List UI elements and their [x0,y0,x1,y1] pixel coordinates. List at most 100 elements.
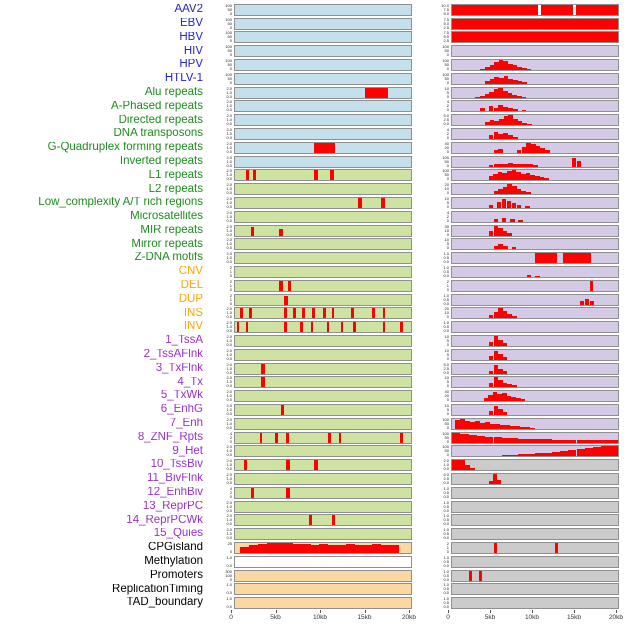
track-panel-right [451,321,619,334]
track-label: 14_ReprPCWk [126,514,203,526]
signal-bar [521,146,527,153]
y-axis-ticks-right: 1.0 0.5 0.0 [412,294,451,306]
signal-bar [497,172,503,181]
y-tick-label: 1.0 [226,213,232,219]
signal-bar [468,570,472,581]
signal-bar [593,440,602,443]
y-tick-label: 0.0 [443,535,449,541]
signal-bar [266,542,276,553]
signal-bar [535,453,544,457]
track-panel-right [451,155,619,168]
y-tick-label: 5 [446,89,449,95]
signal-bar [518,164,524,167]
y-tick-label: 50 [227,6,232,12]
signal-bar [522,122,528,126]
signal-bar [568,450,577,457]
track-panel-right [451,72,619,85]
signal-bar [584,298,590,305]
signal-bar [531,143,536,153]
y-tick-label: 20 [444,183,449,188]
track-label: INV [183,321,203,333]
signal-bar [250,226,255,236]
signal-bar [526,275,532,278]
signal-bar [526,453,535,457]
track-row: 3_TxFlnk 2.0 1.0 0.0 5.0 2.5 0.0 [0,362,630,376]
track-row: 11_BivFlnk 2.0 1.0 0.0 5.0 2.5 0.0 [0,472,630,486]
signal-bar [513,119,518,126]
y-tick-label: 0.0 [226,383,232,389]
signal-bar [498,148,504,153]
signal-bar [535,145,541,153]
y-tick-label: 10 [444,310,449,316]
signal-bar [516,204,522,209]
signal-bar [530,175,535,181]
signal-bar [571,157,577,167]
y-tick-label: 1.0 [443,293,449,298]
signal-bar [496,479,501,484]
y-tick-label: 2.5 [443,38,449,44]
signal-bar [589,280,594,291]
y-tick-label: 10 [444,238,449,243]
y-tick-label: 2.0 [226,224,232,229]
y-tick-label: 1.0 [226,227,232,233]
signal-bar [543,452,552,457]
y-tick-label: 0.0 [226,369,232,375]
y-axis-ticks-right: 40 20 0 [412,142,451,154]
signal-bar [518,438,527,443]
signal-bar [493,88,499,98]
signal-bar [516,149,522,153]
track-panel-right [451,541,619,554]
signal-bar [522,67,527,71]
y-tick-label: 5 [446,338,449,344]
y-tick-label: 50 [227,75,232,81]
signal-bar [452,460,459,471]
track-row: 14_ReprPCWk 2.0 1.0 0.0 1.0 0.5 0.0 [0,513,630,527]
signal-bar [508,78,514,84]
track-label: G-Quadruplex forming repeats [47,142,203,154]
signal-bar [515,426,521,429]
y-axis-ticks-right: 10 5 0 [412,238,451,250]
y-tick-label: 1 [229,269,232,275]
signal-bar [511,170,517,181]
track-panel-right [451,445,619,458]
y-tick-label: 10.0 [441,3,449,8]
y-tick-label: 1.0 [226,200,232,206]
y-axis-ticks-left: 1.0 0.0 [206,597,234,609]
y-tick-label: 0 [229,286,232,292]
signal-bar [314,142,336,153]
y-tick-label: 50 [444,62,449,68]
y-axis-ticks-left: 2.0 1.0 0.0 [206,225,234,237]
signal-bar [609,440,618,443]
signal-bar [249,308,252,319]
signal-bar [498,354,503,360]
signal-bar [523,163,529,167]
track-panel-right [451,390,619,403]
signal-bar [489,64,495,71]
y-tick-label: 10 [444,86,449,91]
signal-bar [502,173,508,181]
y-tick-label: 0.0 [226,397,232,403]
y-tick-label: 50 [444,75,449,81]
signal-bar [493,437,502,443]
track-row: 9_Het 2.0 1.0 0.0 100 50 0 [0,445,630,459]
y-tick-label: 0 [446,397,449,403]
y-tick-label: 100 [225,572,232,578]
y-tick-label: 2.0 [226,362,232,367]
y-tick-label: 0 [229,52,232,58]
x-tick-label: 0 [446,614,450,622]
y-tick-label: 0.5 [443,255,449,261]
track-label: 12_EnhBiv [147,487,203,499]
y-tick-label: 2.0 [226,528,232,533]
track-panel-left [234,252,412,265]
y-axis-ticks-right: 1.0 0.5 0.0 [412,583,451,595]
track-label: 9_Het [172,445,203,457]
y-tick-label: 7.5 [443,6,449,12]
y-tick-label: 2.0 [443,459,449,464]
y-tick-label: 1.0 [226,597,232,602]
signal-bar [485,80,490,84]
signal-bar [502,343,508,347]
y-axis-ticks-left: 2.0 1.0 0.0 [206,459,234,471]
track-panel-left [234,17,412,30]
signal-bar [475,96,480,98]
